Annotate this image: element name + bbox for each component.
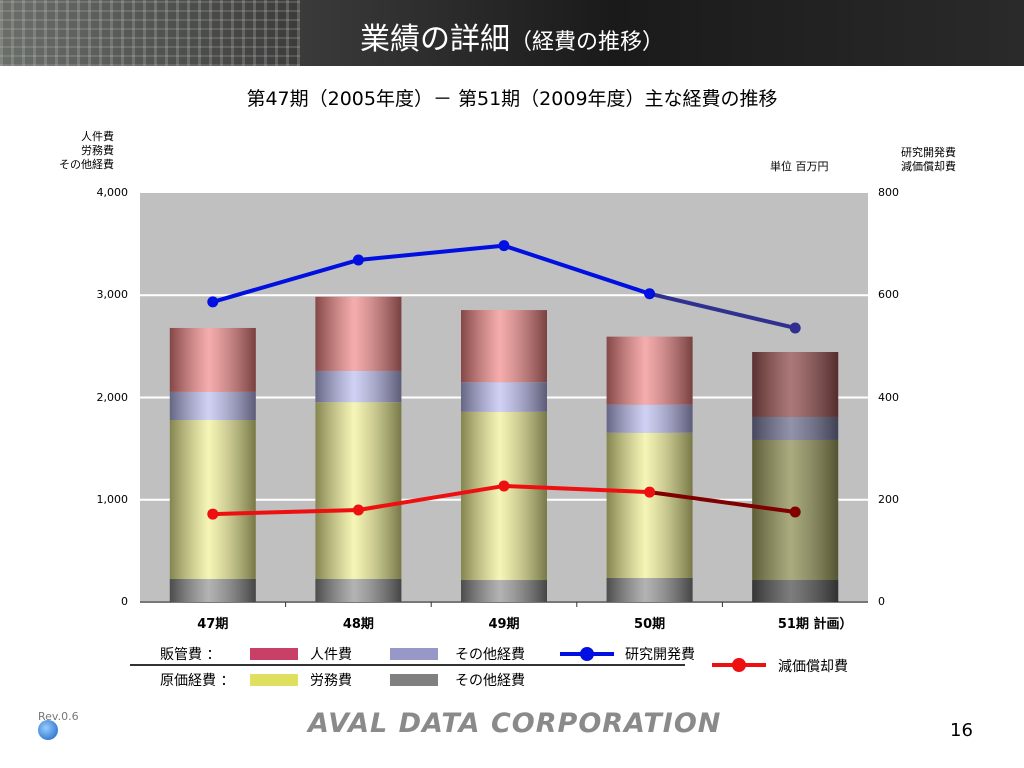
bar-shading xyxy=(606,432,693,578)
series-line-segment xyxy=(358,483,505,512)
legend-swatch-sga-other xyxy=(390,648,438,660)
page-number: 16 xyxy=(950,720,973,741)
legend-rnd: 研究開発費 xyxy=(625,647,695,663)
category-label: 50期 xyxy=(634,617,666,632)
unit-label: 単位 百万円 xyxy=(770,160,829,173)
bar-shading xyxy=(752,416,839,440)
bar-shading xyxy=(606,404,693,433)
data-point xyxy=(789,506,801,518)
data-point xyxy=(644,486,656,498)
data-point xyxy=(207,296,219,308)
data-point xyxy=(207,508,219,520)
bar-shading xyxy=(752,580,839,602)
bar-shading xyxy=(315,578,402,602)
right-axis-label: 研究開発費 xyxy=(901,146,956,159)
bar-shading xyxy=(169,391,256,420)
left-tick-label: 2,000 xyxy=(96,390,129,404)
legend-sga-other: その他経費 xyxy=(455,647,525,663)
right-tick-label: 400 xyxy=(878,390,899,404)
category-label: 47期 xyxy=(197,617,229,632)
legend-swatch-personnel xyxy=(250,648,298,660)
bar-shading xyxy=(461,310,547,383)
right-tick-label: 600 xyxy=(878,288,899,302)
left-tick-label: 4,000 xyxy=(96,186,129,199)
right-tick-label: 0 xyxy=(878,595,885,608)
legend: 販管費 ： 原価経費 ： 人件費 その他経費 労務費 その他経費 研究開発費 減… xyxy=(130,640,890,690)
bar-shading xyxy=(606,336,693,405)
company-logo: AVAL DATA CORPORATION xyxy=(308,708,722,739)
bar-shading xyxy=(461,411,547,581)
legend-cost-other: その他経費 xyxy=(455,673,525,689)
right-axis-labels: 研究開発費 減価償却費 xyxy=(876,146,956,174)
title-main: 業績の詳細 xyxy=(359,22,510,57)
left-tick-label: 0 xyxy=(121,595,128,608)
legend-swatch-cost-other xyxy=(390,674,438,686)
bar-shading xyxy=(461,382,547,412)
globe-icon xyxy=(38,720,58,740)
legend-divider xyxy=(130,664,685,666)
category-label: 51期 計画） xyxy=(777,617,853,632)
right-tick-label: 200 xyxy=(878,492,899,506)
series-line-segment xyxy=(649,490,796,515)
left-axis-labels: 人件費 労務費 その他経費 xyxy=(40,130,114,172)
legend-rnd-line-icon xyxy=(560,647,614,661)
bar-shading xyxy=(315,402,402,579)
right-axis-label: 減価償却費 xyxy=(901,160,956,173)
category-label: 48期 xyxy=(342,617,374,632)
data-point xyxy=(352,504,364,516)
bar-shading xyxy=(461,580,547,602)
left-tick-label: 3,000 xyxy=(96,288,129,302)
data-point xyxy=(498,240,510,252)
title-paren: （経費の推移） xyxy=(509,30,664,55)
left-tick-label: 1,000 xyxy=(96,492,129,506)
series-line-segment xyxy=(503,483,650,495)
legend-personnel: 人件費 xyxy=(310,647,352,663)
legend-depreciation: 減価償却費 xyxy=(778,659,848,675)
bar-shading xyxy=(315,296,402,371)
bar-shading xyxy=(169,578,256,602)
legend-labor: 労務費 xyxy=(310,673,352,689)
data-point xyxy=(789,322,801,334)
left-axis-label: その他経費 xyxy=(59,158,114,171)
bar-shading xyxy=(752,351,839,417)
page-title: 業績の詳細（経費の推移） xyxy=(0,14,1024,58)
series-line-segment xyxy=(358,243,505,262)
series-line-segment xyxy=(649,291,796,330)
bar-shading xyxy=(169,327,256,392)
legend-sga-label: 販管費 ： xyxy=(160,647,221,663)
data-point xyxy=(498,480,510,492)
circuit-board-image xyxy=(0,0,300,66)
bar-shading xyxy=(169,419,256,579)
right-tick-label: 800 xyxy=(878,186,899,199)
bar-plan-overlay xyxy=(752,351,839,602)
header-banner xyxy=(0,0,1024,66)
bar-shading xyxy=(606,577,693,602)
series-line-segment xyxy=(212,258,359,304)
data-point xyxy=(644,288,656,300)
series-line-segment xyxy=(503,243,651,296)
legend-swatch-labor xyxy=(250,674,298,686)
category-label: 49期 xyxy=(488,617,520,632)
series-line-segment xyxy=(212,507,359,517)
left-axis-label: 人件費 xyxy=(81,130,114,143)
legend-depreciation-line-icon xyxy=(712,658,766,672)
chart-subtitle: 第47期（2005年度）－ 第51期（2009年度）主な経費の推移 xyxy=(246,88,778,110)
data-point xyxy=(352,254,364,266)
revision-label: Rev.0.6 xyxy=(38,710,79,723)
bar-shading xyxy=(315,370,402,403)
left-axis-label: 労務費 xyxy=(81,144,114,157)
legend-cost-label: 原価経費 ： xyxy=(160,673,235,689)
